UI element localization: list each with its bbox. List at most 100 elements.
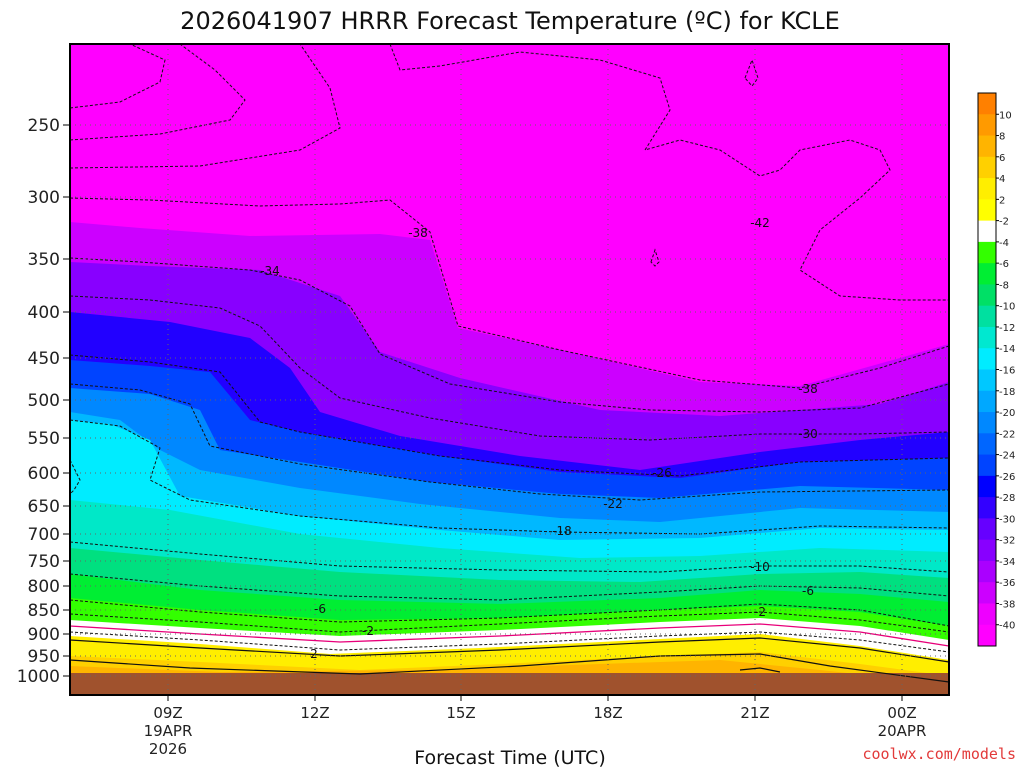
y-tick-label: 400 bbox=[28, 303, 60, 323]
colorbar-label: -4 bbox=[999, 238, 1009, 249]
contour-line bbox=[69, 653, 950, 683]
contour-label: -38 bbox=[798, 382, 818, 396]
contour-line bbox=[69, 257, 950, 413]
x-tick-label: 19APR bbox=[144, 722, 193, 740]
contour-line bbox=[650, 248, 660, 267]
colorbar-swatch bbox=[978, 220, 996, 243]
colorbar-label: -30 bbox=[999, 514, 1015, 525]
contour-label: 2 bbox=[310, 647, 318, 661]
colorbar-swatch bbox=[978, 539, 996, 562]
contour-label: -2 bbox=[754, 605, 766, 619]
contour-label: -6 bbox=[314, 602, 326, 616]
contour-line bbox=[739, 667, 781, 673]
contour-label: -6 bbox=[802, 584, 814, 598]
colorbar-swatch bbox=[978, 241, 996, 264]
x-tick-label: 00Z bbox=[887, 704, 916, 722]
contour-label: -18 bbox=[552, 524, 572, 538]
contour-line bbox=[69, 541, 950, 573]
x-tick-label: 20APR bbox=[878, 722, 927, 740]
y-tick-label: 250 bbox=[28, 116, 60, 136]
colorbar-swatch bbox=[978, 348, 996, 370]
y-tick-label: 1000 bbox=[17, 667, 60, 687]
colorbar-label: 4 bbox=[999, 174, 1005, 185]
contour-line bbox=[744, 58, 759, 87]
colorbar-label: 10 bbox=[999, 110, 1012, 121]
colorbar-label: -36 bbox=[999, 578, 1015, 589]
colorbar-swatch bbox=[978, 93, 996, 115]
colorbar-swatch bbox=[978, 178, 996, 200]
contour-line bbox=[69, 611, 950, 633]
colorbar-swatch bbox=[978, 326, 996, 349]
watermark: coolwx.com/models bbox=[862, 745, 1016, 763]
contour-label: -34 bbox=[260, 264, 280, 278]
x-tick-label: 21Z bbox=[740, 704, 769, 722]
colorbar-swatch bbox=[978, 390, 996, 413]
colorbar-label: -40 bbox=[999, 621, 1015, 632]
colorbar-swatch bbox=[978, 518, 996, 541]
x-tick-label: 2026 bbox=[149, 740, 187, 758]
contour-line bbox=[69, 354, 950, 477]
colorbar-label: -28 bbox=[999, 493, 1015, 504]
colorbar-swatch bbox=[978, 497, 996, 519]
y-tick-label: 350 bbox=[28, 250, 60, 270]
contour-labels: -42-38-34-38-30-26-22-18-10-6-6 -2-22 bbox=[260, 216, 818, 661]
contour-label: -26 bbox=[652, 466, 672, 480]
contour-label: -2 bbox=[362, 624, 374, 638]
contour-line bbox=[69, 599, 950, 627]
contour-label: -38 bbox=[408, 226, 428, 240]
contour-line bbox=[69, 43, 341, 169]
colorbar-label: -32 bbox=[999, 536, 1015, 547]
contour-line bbox=[69, 43, 166, 109]
colorbar-label: 6 bbox=[999, 153, 1005, 164]
colorbar-swatch bbox=[978, 454, 996, 477]
colorbar-label: 2 bbox=[999, 195, 1005, 206]
y-axis: 250 300 350 400 450 500 550 600 650 700 750 800 850 9… bbox=[17, 116, 70, 687]
y-tick-label: 900 bbox=[28, 625, 60, 645]
colorbar-swatch bbox=[978, 603, 996, 626]
colorbar-swatch bbox=[978, 199, 996, 222]
colorbar-swatch bbox=[978, 114, 996, 137]
chart-title: 2026041907 HRRR Forecast Temperature (ºC… bbox=[180, 7, 840, 35]
colorbar-label: -6 bbox=[999, 259, 1009, 270]
ground-layer bbox=[70, 673, 949, 695]
colorbar-label: -38 bbox=[999, 599, 1015, 610]
colorbar-swatch bbox=[978, 263, 996, 285]
colorbar-label: 8 bbox=[999, 132, 1005, 143]
colorbar-label: -24 bbox=[999, 451, 1015, 462]
colorbar-label: -10 bbox=[999, 302, 1015, 313]
colorbar-label: -12 bbox=[999, 323, 1015, 334]
x-tick-label: 18Z bbox=[593, 704, 622, 722]
colorbar-label: -34 bbox=[999, 557, 1015, 568]
colorbar-label: -18 bbox=[999, 387, 1015, 398]
colorbar-label: -22 bbox=[999, 429, 1015, 440]
colorbar-swatch bbox=[978, 560, 996, 583]
x-axis-label: Forecast Time (UTC) bbox=[414, 747, 605, 768]
grid-lines bbox=[70, 44, 949, 695]
plot-frame bbox=[69, 43, 950, 696]
colorbar-swatch bbox=[978, 369, 996, 392]
x-tick-label: 12Z bbox=[300, 704, 329, 722]
contour-line bbox=[69, 459, 81, 495]
y-tick-label: 800 bbox=[28, 577, 60, 597]
contour-line bbox=[69, 43, 246, 141]
colorbar-label: -26 bbox=[999, 472, 1015, 483]
colorbar-swatch bbox=[978, 412, 996, 434]
contour-line bbox=[389, 43, 949, 301]
colorbar-swatch bbox=[978, 582, 996, 604]
y-tick-label: 600 bbox=[28, 464, 60, 484]
contour-label: -30 bbox=[798, 427, 818, 441]
warm-contours bbox=[69, 637, 950, 683]
contour-line bbox=[69, 197, 950, 389]
contour-label: -22 bbox=[603, 497, 623, 511]
colorbar-label: -2 bbox=[999, 217, 1009, 228]
contour-line bbox=[69, 419, 950, 535]
colorbar-swatch bbox=[978, 475, 996, 498]
colorbar-label: -8 bbox=[999, 280, 1009, 291]
y-tick-label: 500 bbox=[28, 391, 60, 411]
colorbar-swatch bbox=[978, 305, 996, 328]
colorbar-label: -20 bbox=[999, 408, 1015, 419]
y-tick-label: 650 bbox=[28, 497, 60, 517]
y-tick-label: 700 bbox=[28, 525, 60, 545]
freezing-line bbox=[69, 623, 950, 647]
